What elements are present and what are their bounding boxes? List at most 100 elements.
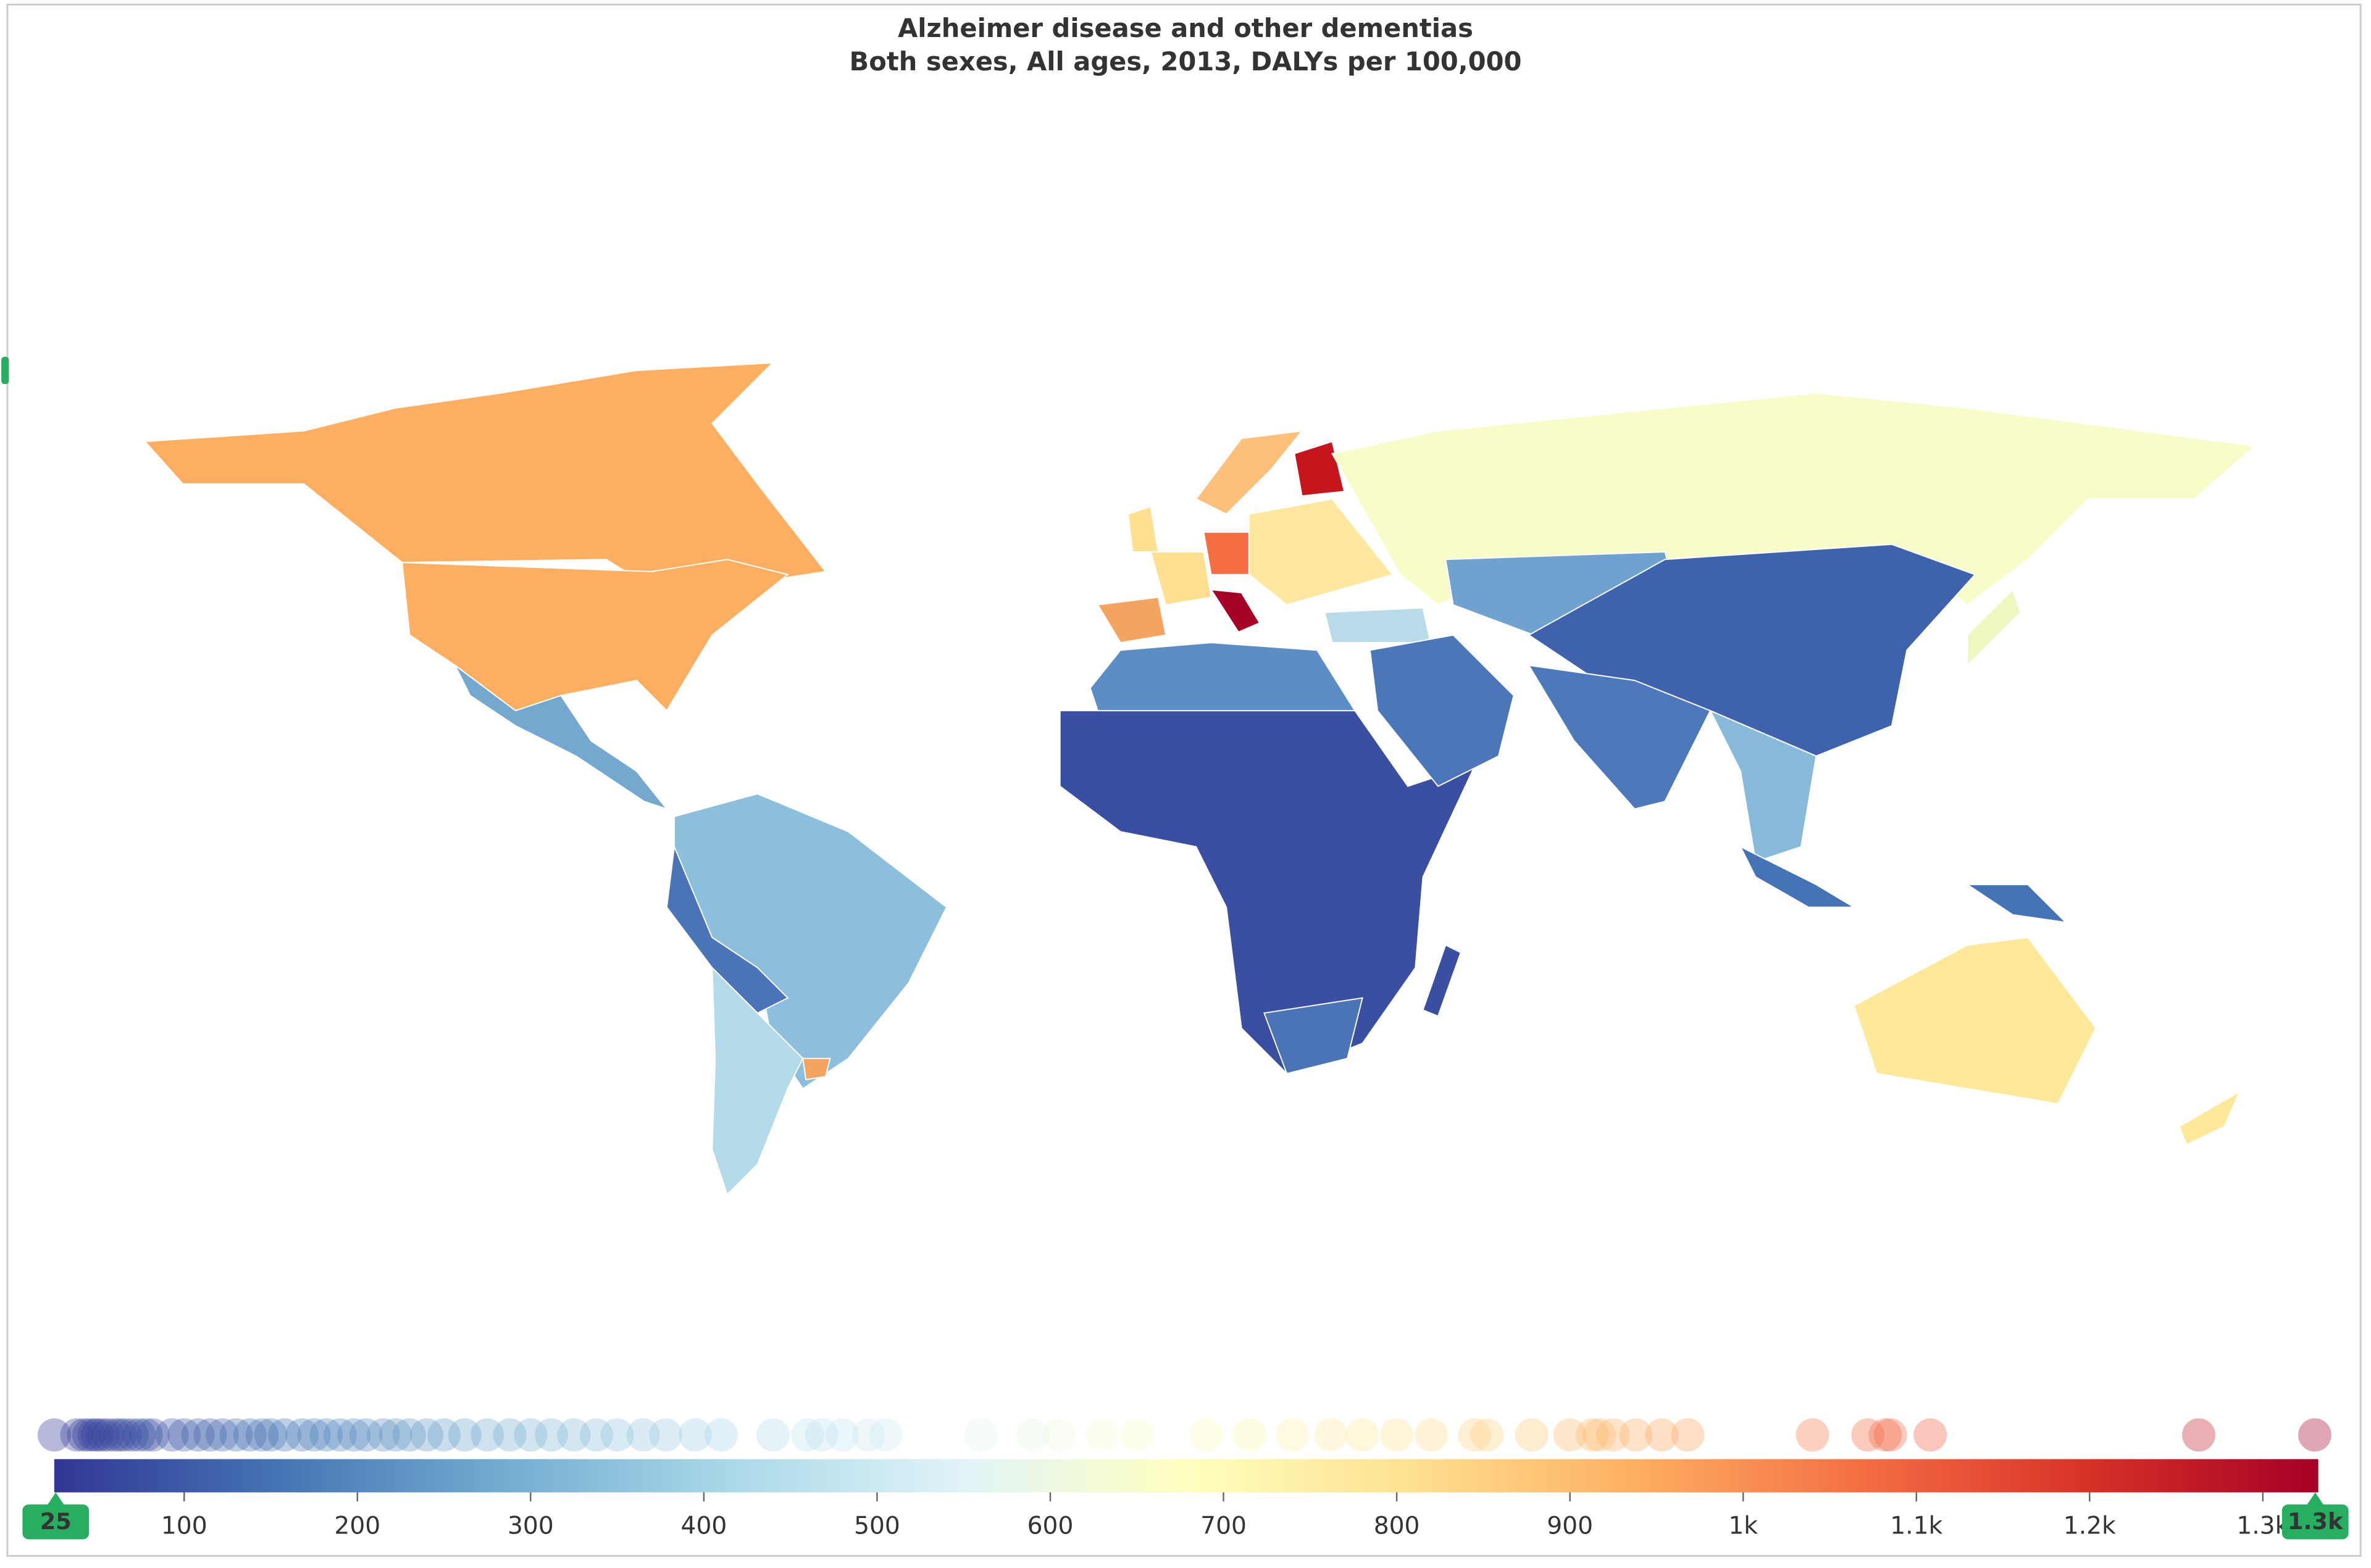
legend-dot	[81, 1418, 114, 1452]
legend-dot	[115, 1418, 149, 1452]
legend-dot	[1345, 1418, 1379, 1452]
legend-dot	[427, 1418, 461, 1452]
eastern-europe	[1248, 498, 1394, 606]
tick-label: 300	[508, 1512, 554, 1540]
legend-dot	[167, 1418, 201, 1452]
legend-dot	[1796, 1418, 1829, 1452]
legend-dot	[1120, 1418, 1154, 1452]
australia	[1853, 936, 2097, 1105]
legend-dot	[1415, 1418, 1449, 1452]
india	[1528, 664, 1712, 810]
legend-dot	[1189, 1418, 1223, 1452]
turkey	[1324, 607, 1432, 643]
legend-dot	[626, 1418, 660, 1452]
chart-subtitle: Both sexes, All ages, 2013, DALYs per 10…	[850, 46, 1522, 77]
legend-dot	[410, 1418, 443, 1452]
legend-dot	[1596, 1418, 1630, 1452]
legend-dot	[86, 1418, 120, 1452]
legend-dot	[72, 1418, 106, 1452]
southeast-asia	[1708, 709, 1817, 863]
canada	[143, 362, 827, 598]
legend-dot	[103, 1418, 137, 1452]
legend-dot	[67, 1418, 101, 1452]
legend-dot	[91, 1418, 125, 1452]
legend-dot	[1232, 1418, 1266, 1452]
legend-dot	[1645, 1418, 1679, 1452]
handle-pointer	[2306, 1492, 2325, 1506]
legend-dot	[493, 1418, 527, 1452]
handle-pointer	[46, 1492, 65, 1506]
tick-label: 1.3k	[2236, 1512, 2289, 1540]
legend-dot	[337, 1418, 371, 1452]
legend-dot	[826, 1418, 859, 1452]
tick-label: 700	[1200, 1512, 1247, 1540]
south-africa	[1263, 997, 1363, 1075]
tick-label: 1.2k	[2064, 1512, 2116, 1540]
legend-dot	[1619, 1418, 1653, 1452]
legend-dot	[297, 1418, 331, 1452]
legend-dot	[1042, 1418, 1076, 1452]
legend-dot	[181, 1418, 215, 1452]
legend-dot	[580, 1418, 613, 1452]
germany	[1203, 532, 1250, 575]
tick-label: 1k	[1728, 1512, 1758, 1540]
legend-dot	[964, 1418, 998, 1452]
legend-dot	[1314, 1418, 1348, 1452]
legend-dot	[122, 1418, 156, 1452]
indonesia	[1739, 845, 1857, 908]
legend-dot	[254, 1418, 288, 1452]
uruguay	[802, 1057, 831, 1080]
legend-dot	[285, 1418, 319, 1452]
legend-dot	[193, 1418, 227, 1452]
iberia	[1097, 596, 1167, 644]
legend-dot	[535, 1418, 568, 1452]
tick-label: 100	[161, 1512, 207, 1540]
legend-dot	[366, 1418, 400, 1452]
tick-label: 400	[681, 1512, 727, 1540]
legend-dot	[600, 1418, 634, 1452]
legend-dot	[1085, 1418, 1119, 1452]
legend-dot	[851, 1418, 885, 1452]
legend-dot	[1553, 1418, 1587, 1452]
legend-dot	[678, 1418, 712, 1452]
legend-dot	[1016, 1418, 1050, 1452]
legend-dot	[470, 1418, 504, 1452]
handle-label: 1.3k	[2288, 1508, 2344, 1535]
madagascar	[1422, 944, 1462, 1017]
legend-dot	[37, 1418, 71, 1452]
colorbar-ticks: 100 200 300 400 500 600 700 800 900 1k 1.1k 1.2k 1.3…	[161, 1492, 2289, 1540]
north-africa	[1089, 642, 1357, 712]
legend-dot	[108, 1418, 142, 1452]
edge-handle	[1, 357, 9, 385]
legend-dot	[219, 1418, 253, 1452]
legend-dot	[393, 1418, 426, 1452]
legend-dot	[98, 1418, 132, 1452]
legend-dot	[206, 1418, 239, 1452]
chart-title: Alzheimer disease and other dementias	[898, 13, 1473, 43]
tick-label: 900	[1547, 1512, 1593, 1540]
central-america	[454, 664, 669, 811]
legend-dot	[1868, 1418, 1902, 1452]
legend-dot	[649, 1418, 683, 1452]
legend-dot	[2298, 1418, 2331, 1452]
map	[143, 362, 2256, 1196]
tick-label: 1.1k	[1890, 1512, 1942, 1540]
legend-dot	[448, 1418, 482, 1452]
legend-dot	[805, 1418, 838, 1452]
legend-dot	[349, 1418, 383, 1452]
legend-dot	[1515, 1418, 1549, 1452]
legend-dot	[129, 1418, 163, 1452]
handle	[2281, 1504, 2349, 1540]
tick-label: 200	[334, 1512, 380, 1540]
legend-dot	[1276, 1418, 1310, 1452]
legend-dot	[1851, 1418, 1885, 1452]
legend-dot	[705, 1418, 738, 1452]
handle	[22, 1504, 90, 1540]
legend-dots	[37, 1418, 2331, 1452]
japan	[1967, 588, 2022, 667]
legend-dot	[1913, 1418, 1947, 1452]
legend-dot	[1458, 1418, 1492, 1452]
new-guinea	[1965, 883, 2068, 924]
legend-dot	[136, 1418, 170, 1452]
